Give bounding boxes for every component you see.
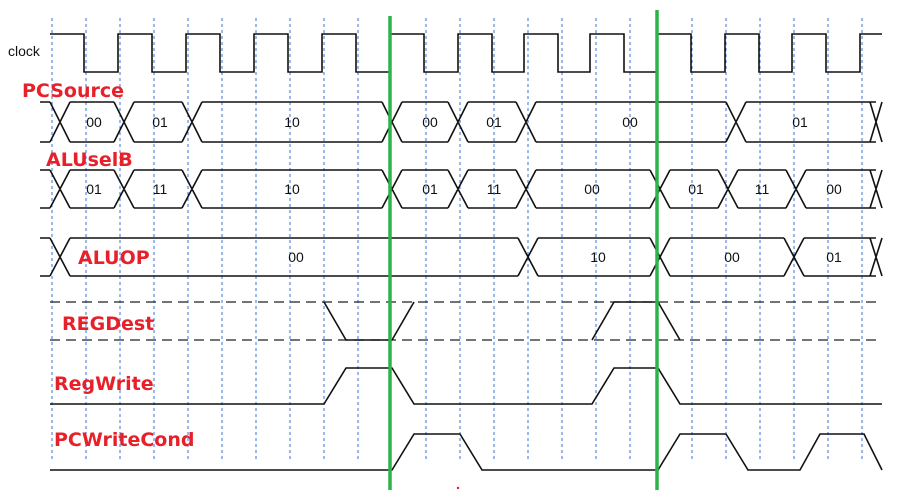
aluselb-label: ALUselB bbox=[46, 149, 133, 171]
aluselb-value-7: 01 bbox=[688, 181, 704, 197]
aluselb-value-2: 11 bbox=[153, 181, 168, 197]
regwrite-label: RegWrite bbox=[54, 373, 154, 395]
aluop-value-3: 00 bbox=[724, 249, 740, 265]
pcsource-value-3: 10 bbox=[284, 114, 300, 130]
pcsource-value-2: 01 bbox=[152, 114, 168, 130]
aluselb-value-1: 01 bbox=[86, 181, 102, 197]
clock-edge-gridlines bbox=[51, 18, 863, 462]
aluselb-value-6: 00 bbox=[584, 181, 600, 197]
stray-dot bbox=[456, 486, 460, 490]
aluop-value-1: 00 bbox=[288, 249, 304, 265]
pcsource-value-5: 01 bbox=[486, 114, 502, 130]
aluselb-values: 01 11 10 01 11 00 01 11 00 bbox=[86, 181, 842, 197]
pcsource-value-7: 01 bbox=[792, 114, 808, 130]
clock-waveform bbox=[50, 33, 882, 73]
aluselb-value-9: 00 bbox=[826, 181, 842, 197]
aluop-value-2: 10 bbox=[590, 249, 606, 265]
pcwritecond-waveform bbox=[50, 433, 883, 471]
pcsource-value-1: 00 bbox=[86, 114, 102, 130]
regwrite-waveform bbox=[50, 367, 882, 405]
aluselb-value-4: 01 bbox=[422, 181, 438, 197]
aluselb-value-8: 11 bbox=[755, 181, 770, 197]
aluop-label: ALUOP bbox=[78, 247, 150, 269]
aluselb-value-3: 10 bbox=[284, 181, 300, 197]
aluop-value-4: 01 bbox=[826, 249, 842, 265]
aluselb-bus-waveform bbox=[40, 169, 883, 209]
regdest-waveform-a bbox=[323, 301, 415, 341]
pcsource-bus-waveform bbox=[40, 101, 883, 143]
regdest-label: REGDest bbox=[62, 313, 154, 335]
aluop-bus-waveform bbox=[40, 237, 883, 277]
clock-label: clock bbox=[8, 43, 41, 59]
pcsource-value-4: 00 bbox=[422, 114, 438, 130]
aluselb-value-5: 11 bbox=[487, 181, 502, 197]
pcsource-values: 00 01 10 00 01 00 01 bbox=[86, 114, 808, 130]
pcsource-label: PCSource bbox=[22, 80, 124, 102]
regdest-waveform-b bbox=[591, 301, 681, 341]
pcsource-value-6: 00 bbox=[622, 114, 638, 130]
pcwritecond-label: PCWriteCond bbox=[54, 429, 194, 451]
aluop-values: 00 10 00 01 bbox=[288, 249, 842, 265]
